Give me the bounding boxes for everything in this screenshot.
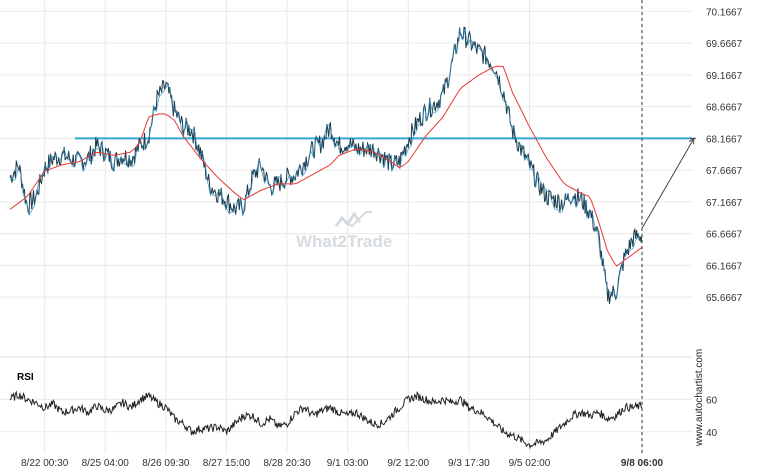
price-line-accent xyxy=(9,29,642,300)
forecast-arrow xyxy=(641,137,696,229)
time-tick-label: 8/27 15:00 xyxy=(203,458,251,469)
time-tick-label: 9/5 02:00 xyxy=(509,458,551,469)
time-tick-label: 8/22 00:30 xyxy=(21,458,69,469)
price-tick-label: 68.6667 xyxy=(706,103,743,114)
moving-average-line xyxy=(9,65,643,267)
price-series xyxy=(9,26,643,304)
price-tick-label: 66.6667 xyxy=(706,230,743,241)
time-tick-label: 8/25 04:00 xyxy=(82,458,130,469)
time-tick-label: 9/8 06:00 xyxy=(621,458,664,469)
watermark-text: What2Trade xyxy=(296,232,392,251)
price-tick-label: 69.6667 xyxy=(706,39,743,50)
rsi-series xyxy=(9,390,643,450)
chart-grid xyxy=(0,0,692,454)
rsi-line xyxy=(9,390,643,450)
price-axis: 65.6667 66.1667 66.6667 67.1667 67.6667 68.16… xyxy=(706,7,743,304)
rsi-axis: 40 60 xyxy=(706,395,718,438)
rsi-label: RSI xyxy=(17,372,34,383)
watermark-logo-icon xyxy=(334,211,372,228)
price-tick-label: 67.6667 xyxy=(706,166,743,177)
autochartist-credit: www.autochartist.com xyxy=(694,349,705,447)
time-tick-label: 8/26 09:30 xyxy=(142,458,190,469)
forecast-line xyxy=(641,138,695,229)
time-axis: 8/22 00:30 8/25 04:00 8/26 09:30 8/27 15:00… xyxy=(21,458,664,469)
rsi-tick-label: 60 xyxy=(706,395,718,406)
price-tick-label: 70.1667 xyxy=(706,7,743,18)
what2trade-watermark: What2Trade xyxy=(296,211,392,251)
price-tick-label: 68.1667 xyxy=(706,134,743,145)
price-tick-label: 65.6667 xyxy=(706,293,743,304)
time-tick-label: 8/28 20:30 xyxy=(263,458,311,469)
time-tick-label: 9/3 17:30 xyxy=(448,458,490,469)
time-tick-label: 9/2 12:00 xyxy=(387,458,429,469)
price-tick-label: 66.1667 xyxy=(706,261,743,272)
rsi-tick-label: 40 xyxy=(706,428,718,439)
time-tick-label: 9/1 03:00 xyxy=(327,458,369,469)
price-tick-label: 69.1667 xyxy=(706,71,743,82)
moving-average-series xyxy=(9,65,643,267)
price-tick-label: 67.1667 xyxy=(706,198,743,209)
